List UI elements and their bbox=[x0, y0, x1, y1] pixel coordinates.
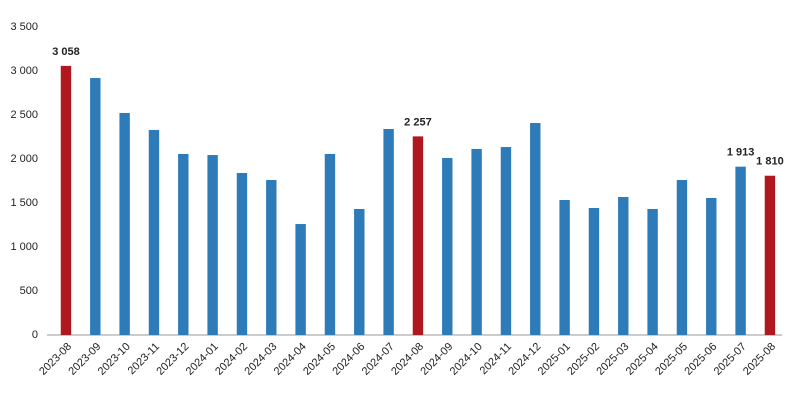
y-tick-label: 3 500 bbox=[10, 21, 38, 33]
bar bbox=[178, 153, 189, 335]
x-tick-label: 2024-10 bbox=[448, 341, 485, 378]
bar bbox=[119, 112, 130, 335]
bar bbox=[500, 147, 512, 335]
y-tick-label: 1 000 bbox=[10, 241, 38, 253]
bar bbox=[266, 180, 277, 335]
bar bbox=[530, 123, 541, 336]
bar bbox=[647, 208, 658, 335]
bar bbox=[764, 175, 776, 335]
y-tick-label: 2 500 bbox=[10, 109, 38, 121]
bar bbox=[324, 153, 336, 335]
x-tick-label: 2025-08 bbox=[741, 341, 778, 378]
y-tick-label: 1 500 bbox=[10, 197, 38, 209]
bar bbox=[559, 200, 570, 335]
value-label: 2 257 bbox=[404, 116, 432, 128]
bar bbox=[588, 208, 600, 335]
y-tick-label: 2 000 bbox=[10, 153, 38, 165]
value-label: 3 058 bbox=[52, 46, 80, 58]
bar bbox=[442, 158, 453, 335]
bar bbox=[412, 136, 424, 335]
bar bbox=[90, 78, 101, 335]
bar bbox=[354, 208, 365, 335]
value-label: 1 913 bbox=[727, 147, 755, 159]
bar bbox=[236, 172, 248, 335]
y-tick-label: 0 bbox=[32, 329, 38, 341]
y-tick-label: 500 bbox=[20, 285, 38, 297]
bar bbox=[676, 180, 688, 335]
value-label: 1 810 bbox=[756, 156, 784, 168]
bar bbox=[383, 128, 394, 335]
y-tick-label: 3 000 bbox=[10, 65, 38, 77]
bar bbox=[471, 148, 482, 335]
bar bbox=[706, 197, 717, 335]
bar bbox=[60, 65, 72, 336]
bar bbox=[207, 155, 218, 335]
bar bbox=[148, 129, 160, 335]
bar bbox=[735, 166, 746, 335]
bar bbox=[295, 224, 306, 335]
x-tick-label: 2023-10 bbox=[96, 341, 133, 378]
bar bbox=[618, 197, 629, 335]
